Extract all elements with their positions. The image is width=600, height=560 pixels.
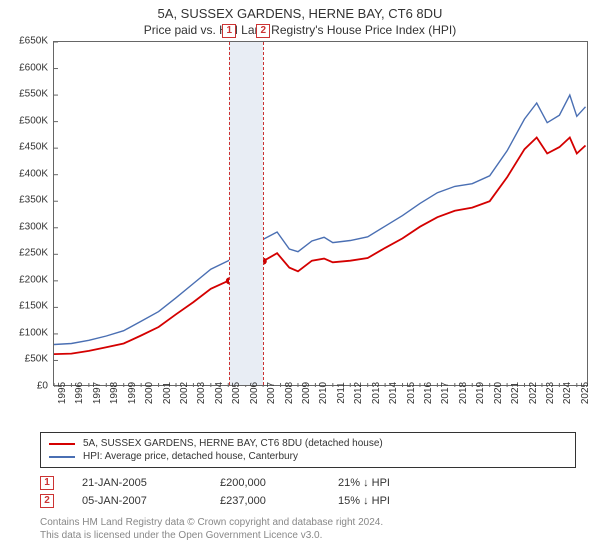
x-tick-label: 1997 bbox=[92, 382, 103, 404]
sale-row: 1 21-JAN-2005 £200,000 21% ↓ HPI bbox=[40, 474, 576, 492]
y-tick-label: £650K bbox=[5, 36, 48, 47]
legend-swatch bbox=[49, 443, 75, 445]
x-tick-label: 2005 bbox=[231, 382, 242, 404]
x-axis: 1995199619971998199920002001200220032004… bbox=[53, 389, 588, 429]
sale-price: £237,000 bbox=[220, 495, 310, 507]
x-tick-label: 2001 bbox=[162, 382, 173, 404]
sale-date: 05-JAN-2007 bbox=[82, 495, 192, 507]
sale-marker: 1 bbox=[40, 476, 54, 490]
sale-vline bbox=[263, 42, 264, 385]
chart-subtitle: Price paid vs. HM Land Registry's House … bbox=[0, 21, 600, 41]
y-axis: £0£50K£100K£150K£200K£250K£300K£350K£400… bbox=[5, 41, 50, 386]
sale-delta: 15% ↓ HPI bbox=[338, 495, 390, 507]
x-tick-label: 2021 bbox=[510, 382, 521, 404]
x-tick-label: 2007 bbox=[266, 382, 277, 404]
x-tick-label: 2006 bbox=[249, 382, 260, 404]
chart-area: £0 £50K £100K £150K £200K £250K £300K £350K £400… bbox=[5, 41, 595, 426]
x-tick-label: 2012 bbox=[353, 382, 364, 404]
footer-line1: Contains HM Land Registry data © Crown c… bbox=[40, 516, 576, 529]
x-tick-label: 2009 bbox=[301, 382, 312, 404]
y-tick-label: £250K bbox=[5, 248, 48, 259]
sale-row: 2 05-JAN-2007 £237,000 15% ↓ HPI bbox=[40, 492, 576, 510]
legend-item: 5A, SUSSEX GARDENS, HERNE BAY, CT6 8DU (… bbox=[49, 437, 567, 450]
x-tick-label: 2008 bbox=[284, 382, 295, 404]
plot-area: 12 bbox=[53, 41, 588, 386]
x-tick-label: 2019 bbox=[475, 382, 486, 404]
sales-table: 1 21-JAN-2005 £200,000 21% ↓ HPI 2 05-JAN-200… bbox=[40, 474, 576, 510]
sale-vline bbox=[229, 42, 230, 385]
chart-container: 5A, SUSSEX GARDENS, HERNE BAY, CT6 8DU P… bbox=[0, 0, 600, 560]
footer-line2: This data is licensed under the Open Gov… bbox=[40, 529, 576, 542]
x-tick-label: 1999 bbox=[127, 382, 138, 404]
legend-item: HPI: Average price, detached house, Cant… bbox=[49, 450, 567, 463]
sale-marker: 2 bbox=[40, 494, 54, 508]
x-tick-label: 2025 bbox=[580, 382, 591, 404]
y-tick-label: £0 bbox=[5, 381, 48, 392]
x-tick-label: 2016 bbox=[423, 382, 434, 404]
y-tick-label: £200K bbox=[5, 274, 48, 285]
series-subject bbox=[54, 138, 586, 355]
chart-marker: 1 bbox=[222, 24, 236, 38]
x-tick-label: 2011 bbox=[336, 382, 347, 404]
x-tick-label: 1996 bbox=[74, 382, 85, 404]
footer: Contains HM Land Registry data © Crown c… bbox=[40, 516, 576, 542]
y-tick-label: £600K bbox=[5, 62, 48, 73]
x-tick-label: 2002 bbox=[179, 382, 190, 404]
y-tick-label: £50K bbox=[5, 354, 48, 365]
x-tick-label: 2013 bbox=[371, 382, 382, 404]
x-tick-label: 1998 bbox=[109, 382, 120, 404]
series-hpi bbox=[54, 95, 586, 344]
sale-delta: 21% ↓ HPI bbox=[338, 477, 390, 489]
x-tick-label: 2000 bbox=[144, 382, 155, 404]
x-tick-label: 2015 bbox=[406, 382, 417, 404]
chart-marker: 2 bbox=[256, 24, 270, 38]
y-tick-label: £550K bbox=[5, 89, 48, 100]
legend: 5A, SUSSEX GARDENS, HERNE BAY, CT6 8DU (… bbox=[40, 432, 576, 468]
y-tick-label: £500K bbox=[5, 115, 48, 126]
x-tick-label: 2023 bbox=[545, 382, 556, 404]
y-tick-label: £100K bbox=[5, 327, 48, 338]
y-tick-label: £450K bbox=[5, 142, 48, 153]
y-tick-label: £300K bbox=[5, 221, 48, 232]
x-tick-label: 2014 bbox=[388, 382, 399, 404]
x-tick-label: 2017 bbox=[440, 382, 451, 404]
plot-svg bbox=[54, 42, 589, 387]
sale-price: £200,000 bbox=[220, 477, 310, 489]
x-tick-label: 2010 bbox=[318, 382, 329, 404]
legend-label: 5A, SUSSEX GARDENS, HERNE BAY, CT6 8DU (… bbox=[83, 438, 383, 449]
sale-date: 21-JAN-2005 bbox=[82, 477, 192, 489]
y-tick-label: £400K bbox=[5, 168, 48, 179]
y-tick-label: £150K bbox=[5, 301, 48, 312]
x-tick-label: 2004 bbox=[214, 382, 225, 404]
x-tick-label: 2018 bbox=[458, 382, 469, 404]
x-tick-label: 2022 bbox=[528, 382, 539, 404]
x-tick-label: 2020 bbox=[493, 382, 504, 404]
x-tick-label: 1995 bbox=[57, 382, 68, 404]
legend-swatch bbox=[49, 456, 75, 458]
chart-title: 5A, SUSSEX GARDENS, HERNE BAY, CT6 8DU bbox=[0, 0, 600, 21]
x-tick-label: 2003 bbox=[196, 382, 207, 404]
x-tick-label: 2024 bbox=[562, 382, 573, 404]
highlight-band bbox=[229, 42, 263, 385]
y-tick-label: £350K bbox=[5, 195, 48, 206]
legend-label: HPI: Average price, detached house, Cant… bbox=[83, 451, 298, 462]
